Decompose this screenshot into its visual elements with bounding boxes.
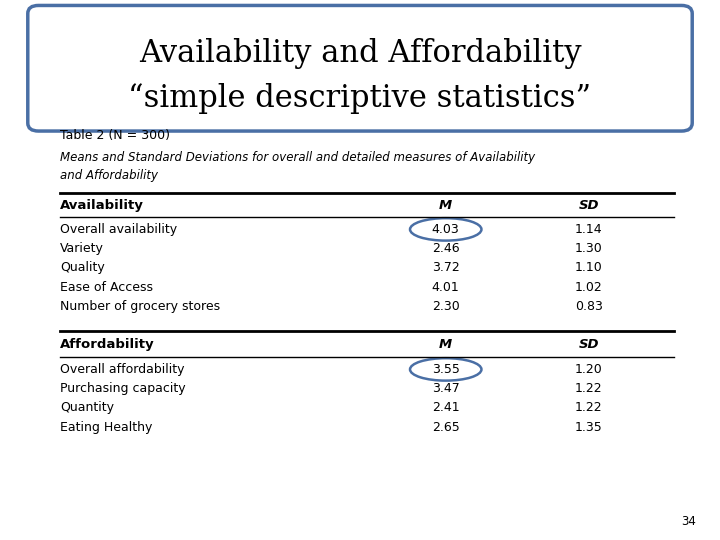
Text: 2.41: 2.41 [432, 401, 459, 414]
FancyBboxPatch shape [28, 5, 692, 131]
Text: 4.03: 4.03 [432, 223, 459, 236]
Text: SD: SD [578, 339, 599, 352]
Text: Table 2 (N = 300): Table 2 (N = 300) [60, 129, 170, 142]
Text: 1.20: 1.20 [575, 363, 603, 376]
Text: Availability and Affordability: Availability and Affordability [139, 38, 581, 69]
Text: 0.83: 0.83 [575, 300, 603, 313]
Text: 1.10: 1.10 [575, 261, 603, 274]
Text: Eating Healthy: Eating Healthy [60, 421, 153, 434]
Text: 2.46: 2.46 [432, 242, 459, 255]
Text: M: M [439, 339, 452, 352]
Text: Affordability: Affordability [60, 339, 155, 352]
Text: 3.72: 3.72 [432, 261, 459, 274]
Text: 34: 34 [681, 515, 696, 528]
Text: “simple descriptive statistics”: “simple descriptive statistics” [128, 84, 592, 114]
Text: M: M [439, 199, 452, 212]
Text: 1.35: 1.35 [575, 421, 603, 434]
Text: 2.65: 2.65 [432, 421, 459, 434]
Text: Quality: Quality [60, 261, 104, 274]
Text: Number of grocery stores: Number of grocery stores [60, 300, 220, 313]
Text: Purchasing capacity: Purchasing capacity [60, 382, 186, 395]
Text: SD: SD [578, 199, 599, 212]
Text: Availability: Availability [60, 199, 144, 212]
Text: 4.01: 4.01 [432, 281, 459, 294]
Text: 2.30: 2.30 [432, 300, 459, 313]
Text: Variety: Variety [60, 242, 104, 255]
Text: 1.14: 1.14 [575, 223, 603, 236]
Text: 1.02: 1.02 [575, 281, 603, 294]
Text: 1.30: 1.30 [575, 242, 603, 255]
Text: 3.55: 3.55 [432, 363, 459, 376]
Text: 1.22: 1.22 [575, 401, 603, 414]
Text: Overall affordability: Overall affordability [60, 363, 184, 376]
Text: Quantity: Quantity [60, 401, 114, 414]
Text: Overall availability: Overall availability [60, 223, 177, 236]
Text: Means and Standard Deviations for overall and detailed measures of Availability
: Means and Standard Deviations for overal… [60, 151, 535, 183]
Text: 3.47: 3.47 [432, 382, 459, 395]
Text: 1.22: 1.22 [575, 382, 603, 395]
Text: Ease of Access: Ease of Access [60, 281, 153, 294]
